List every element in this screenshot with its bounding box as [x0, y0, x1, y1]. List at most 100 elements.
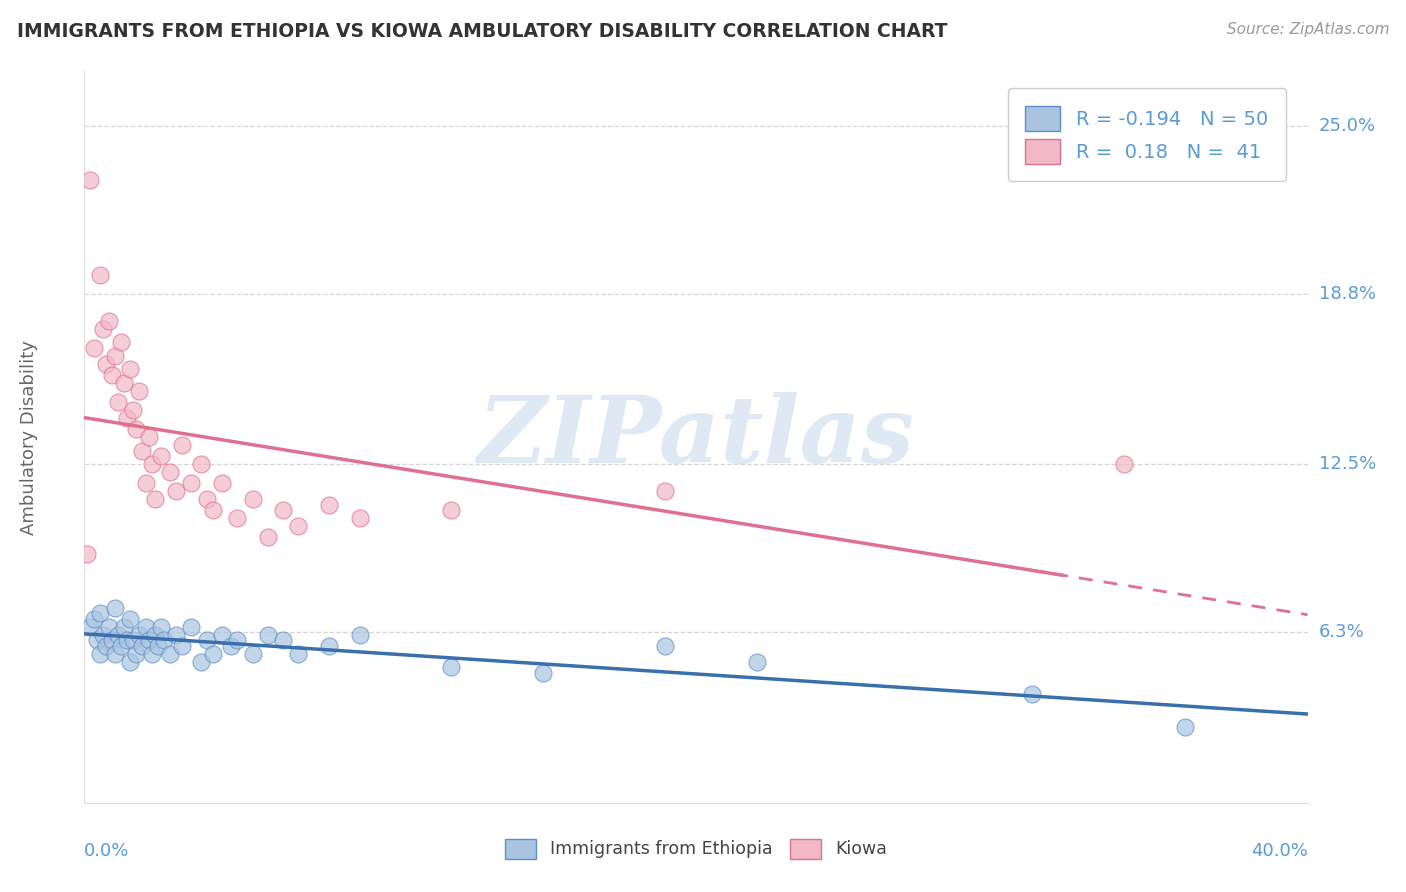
- Point: [287, 647, 309, 661]
- Point: [149, 449, 172, 463]
- Point: [159, 465, 181, 479]
- Point: [287, 519, 309, 533]
- Point: [110, 639, 132, 653]
- Point: [654, 639, 676, 653]
- Point: [112, 376, 135, 390]
- Point: [180, 620, 202, 634]
- Point: [83, 341, 105, 355]
- Point: [101, 368, 124, 382]
- Point: [242, 647, 264, 661]
- Point: [135, 620, 157, 634]
- Point: [201, 503, 224, 517]
- Point: [101, 633, 124, 648]
- Point: [91, 322, 114, 336]
- Point: [271, 503, 294, 517]
- Text: Ambulatory Disability: Ambulatory Disability: [20, 340, 38, 534]
- Text: 18.8%: 18.8%: [1319, 285, 1375, 302]
- Point: [79, 620, 101, 634]
- Point: [128, 384, 150, 398]
- Point: [318, 498, 340, 512]
- Point: [211, 476, 233, 491]
- Point: [143, 628, 166, 642]
- Point: [654, 484, 676, 499]
- Point: [143, 492, 166, 507]
- Point: [271, 633, 294, 648]
- Point: [440, 503, 463, 517]
- Point: [149, 620, 172, 634]
- Text: 6.3%: 6.3%: [1319, 624, 1364, 641]
- Point: [201, 647, 224, 661]
- Point: [159, 647, 181, 661]
- Point: [747, 655, 769, 669]
- Text: 0.0%: 0.0%: [84, 842, 129, 860]
- Text: 12.5%: 12.5%: [1319, 455, 1376, 473]
- Point: [125, 647, 148, 661]
- Point: [195, 492, 218, 507]
- Point: [131, 639, 153, 653]
- Point: [76, 547, 98, 561]
- Text: Source: ZipAtlas.com: Source: ZipAtlas.com: [1226, 22, 1389, 37]
- Point: [257, 628, 280, 642]
- Point: [115, 633, 138, 648]
- Point: [107, 628, 129, 642]
- Point: [1174, 720, 1197, 734]
- Point: [135, 476, 157, 491]
- Point: [110, 335, 132, 350]
- Point: [219, 639, 242, 653]
- Point: [226, 633, 249, 648]
- Point: [104, 349, 127, 363]
- Point: [146, 639, 169, 653]
- Point: [318, 639, 340, 653]
- Point: [97, 620, 120, 634]
- Point: [89, 268, 111, 282]
- Point: [122, 633, 145, 648]
- Legend: R = -0.194   N = 50, R =  0.18   N =  41: R = -0.194 N = 50, R = 0.18 N = 41: [1008, 88, 1285, 181]
- Point: [115, 411, 138, 425]
- Point: [120, 655, 142, 669]
- Text: 25.0%: 25.0%: [1319, 117, 1376, 135]
- Point: [138, 430, 160, 444]
- Point: [141, 647, 163, 661]
- Point: [83, 611, 105, 625]
- Point: [141, 457, 163, 471]
- Point: [195, 633, 218, 648]
- Text: 40.0%: 40.0%: [1251, 842, 1308, 860]
- Point: [257, 530, 280, 544]
- Point: [165, 628, 187, 642]
- Point: [226, 511, 249, 525]
- Point: [172, 438, 194, 452]
- Point: [94, 357, 117, 371]
- Point: [125, 422, 148, 436]
- Text: ZIPatlas: ZIPatlas: [478, 392, 914, 482]
- Point: [131, 443, 153, 458]
- Point: [104, 600, 127, 615]
- Point: [89, 606, 111, 620]
- Point: [120, 362, 142, 376]
- Point: [349, 511, 371, 525]
- Point: [172, 639, 194, 653]
- Point: [153, 633, 176, 648]
- Point: [122, 403, 145, 417]
- Point: [165, 484, 187, 499]
- Point: [120, 611, 142, 625]
- Point: [211, 628, 233, 642]
- Text: IMMIGRANTS FROM ETHIOPIA VS KIOWA AMBULATORY DISABILITY CORRELATION CHART: IMMIGRANTS FROM ETHIOPIA VS KIOWA AMBULA…: [17, 22, 948, 41]
- Point: [86, 633, 108, 648]
- Point: [138, 633, 160, 648]
- Point: [112, 620, 135, 634]
- Point: [440, 660, 463, 674]
- Point: [91, 628, 114, 642]
- Point: [104, 647, 127, 661]
- Point: [1114, 457, 1136, 471]
- Point: [97, 313, 120, 327]
- Point: [180, 476, 202, 491]
- Point: [349, 628, 371, 642]
- Point: [94, 639, 117, 653]
- Point: [190, 457, 212, 471]
- Point: [1021, 688, 1043, 702]
- Point: [79, 172, 101, 186]
- Point: [89, 647, 111, 661]
- Point: [190, 655, 212, 669]
- Point: [128, 628, 150, 642]
- Point: [107, 395, 129, 409]
